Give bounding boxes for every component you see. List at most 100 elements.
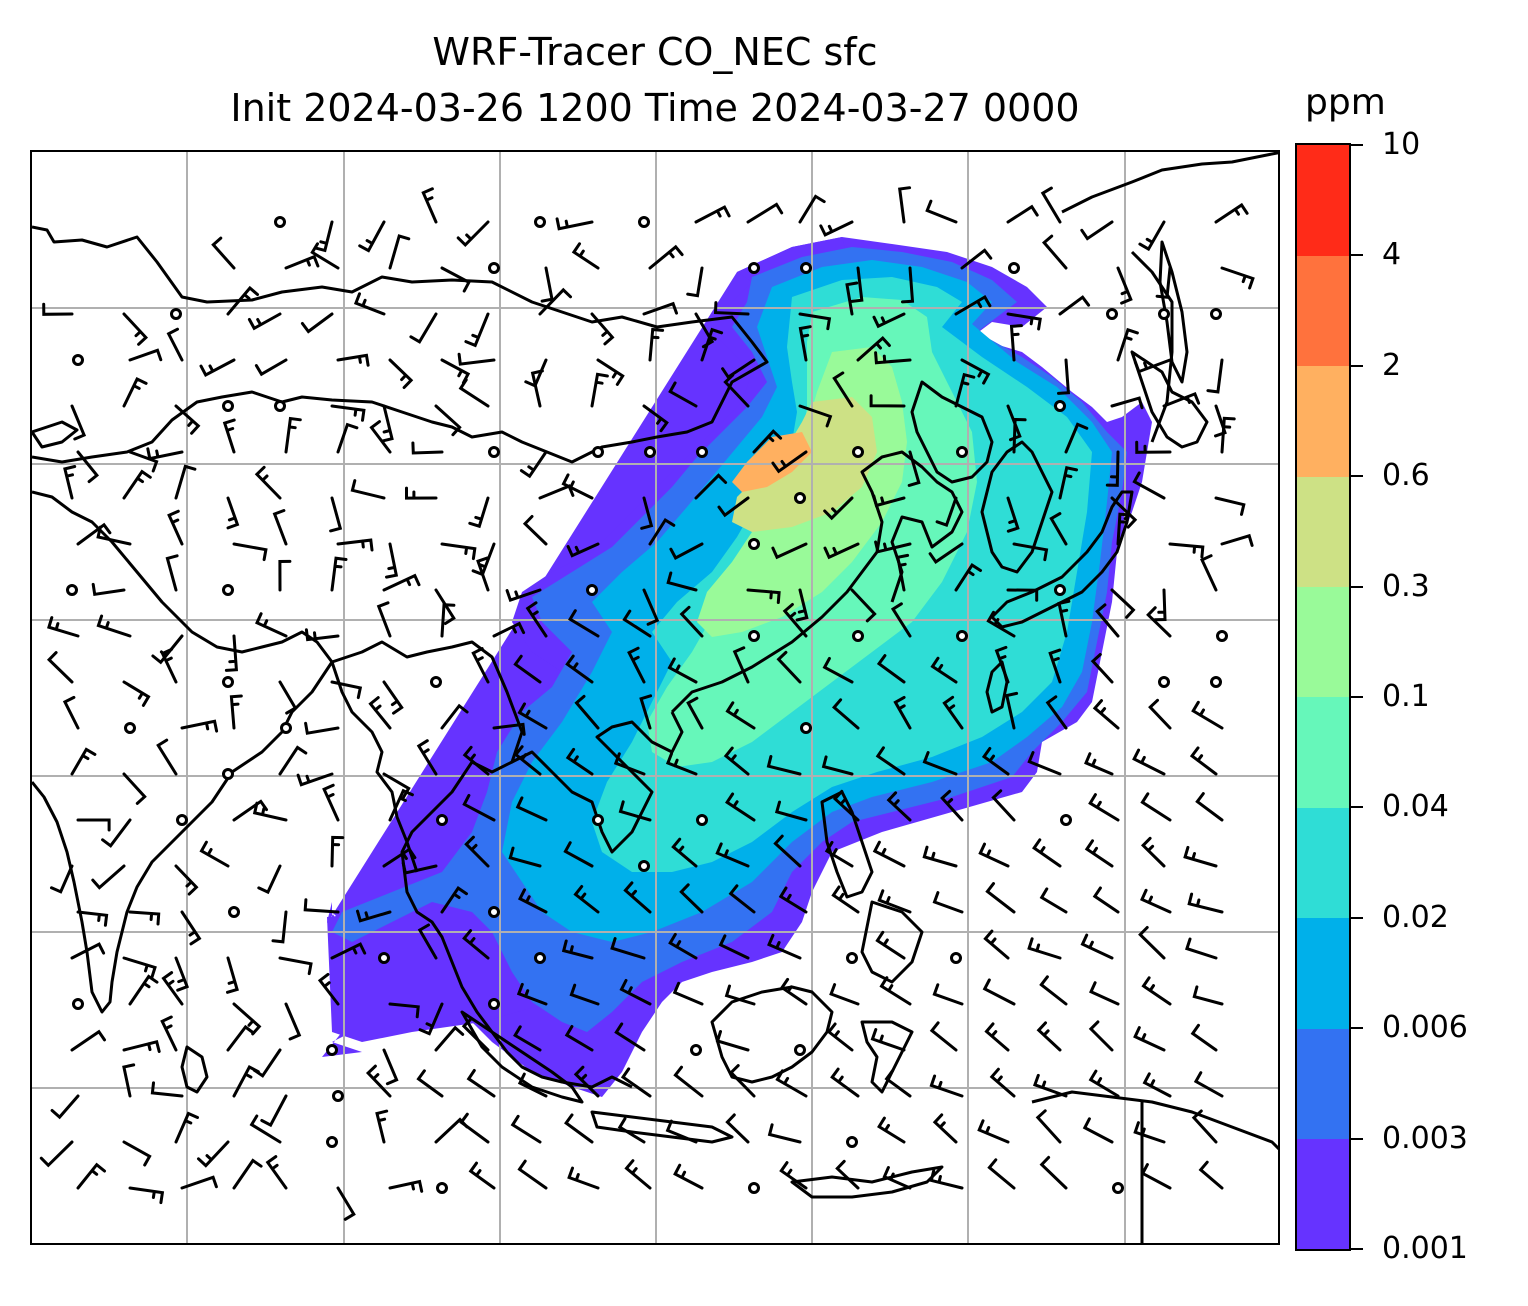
korea-coast <box>980 440 1054 574</box>
wind-barb <box>257 864 282 895</box>
wind-barb <box>700 327 724 362</box>
wind-barb <box>1057 358 1071 395</box>
colorbar-segment <box>1297 476 1349 588</box>
wind-barb <box>122 312 149 346</box>
wind-barb <box>1191 1109 1218 1144</box>
wind-barb <box>819 220 854 237</box>
wind-barb <box>823 542 860 560</box>
wind-barb <box>517 888 548 914</box>
wind-barb <box>1005 691 1019 730</box>
wind-barb <box>278 956 313 976</box>
wind-barb <box>875 930 906 960</box>
wind-barb <box>994 645 1010 684</box>
wind-barb <box>167 509 184 546</box>
wind-barb <box>831 698 860 730</box>
wind-barb <box>76 818 111 832</box>
wind-barb <box>822 657 854 684</box>
wind-barb <box>122 956 157 979</box>
wind-barb <box>771 450 808 474</box>
wind-barb <box>623 881 652 914</box>
wind-barb <box>778 886 808 914</box>
wind-barb <box>382 772 411 799</box>
calm-marker <box>326 1044 338 1056</box>
colorbar-segment <box>1297 365 1349 477</box>
colorbar-segment <box>1297 1138 1349 1250</box>
wind-barb <box>798 312 832 331</box>
calm-marker <box>690 1044 702 1056</box>
colorbar-tick <box>1351 144 1363 146</box>
co-tracer-plume <box>322 237 1152 1097</box>
wind-barb <box>1220 533 1254 547</box>
wind-barb <box>174 464 197 500</box>
wind-barb <box>1012 417 1027 454</box>
calm-marker <box>488 262 500 274</box>
wind-barb <box>1189 746 1218 776</box>
wind-barb <box>1133 358 1172 374</box>
wind-barb <box>388 788 414 822</box>
wind-barb <box>874 540 912 554</box>
wind-barb <box>942 695 964 730</box>
wind-barb <box>174 1111 199 1144</box>
colorbar-tick-label: 0.04 <box>1382 789 1449 825</box>
wind-barb <box>779 1161 808 1190</box>
wind-barb <box>128 1186 165 1205</box>
wind-barb <box>642 404 669 433</box>
wind-barb <box>1153 588 1167 622</box>
map-panel[interactable] <box>30 150 1280 1245</box>
wind-barb <box>1155 266 1172 299</box>
wind-barb <box>723 746 750 776</box>
wind-barb <box>180 1175 218 1190</box>
wind-barb <box>991 789 1016 822</box>
philippines-luzon <box>820 790 874 899</box>
wind-barb <box>160 647 178 684</box>
calm-marker <box>430 676 442 688</box>
wind-barb <box>375 1109 389 1144</box>
wind-barb <box>150 1081 184 1098</box>
wind-barb <box>773 834 802 868</box>
map-title: WRF-Tracer CO_NEC sfc <box>432 30 878 74</box>
wind-barb <box>561 939 594 960</box>
calm-marker <box>436 1182 448 1194</box>
wind-barb <box>462 929 490 960</box>
philippines-south <box>860 900 924 984</box>
colorbar-tick <box>1351 916 1363 919</box>
wind-barb <box>517 1159 548 1190</box>
wind-barb <box>1214 496 1246 516</box>
wind-barb <box>409 312 438 344</box>
wind-barb <box>669 542 704 561</box>
wind-barb <box>515 796 548 822</box>
wind-barb <box>440 703 469 730</box>
indochina-coast <box>511 711 684 854</box>
wind-barb <box>278 680 298 715</box>
wind-barb <box>940 789 964 822</box>
wind-barb <box>571 242 600 270</box>
calm-marker <box>488 906 500 918</box>
wind-barb <box>388 1179 424 1193</box>
wind-barb <box>468 1161 496 1190</box>
wind-barb <box>648 244 684 270</box>
wind-barb <box>510 1114 542 1144</box>
calm-marker <box>852 446 864 458</box>
wind-barb <box>907 450 921 487</box>
wind-barb <box>561 473 594 500</box>
wind-barb <box>872 494 906 508</box>
wind-barb <box>932 983 964 1006</box>
calm-marker <box>1054 584 1066 596</box>
wind-barb <box>668 932 698 960</box>
wind-barb <box>330 404 366 422</box>
calm-marker <box>170 308 182 320</box>
wind-barb <box>725 1113 750 1144</box>
wind-barb <box>1192 985 1224 1006</box>
wind-barb <box>640 496 654 530</box>
wind-barb <box>492 621 526 638</box>
wind-barb <box>564 1113 594 1144</box>
wind-barb <box>555 217 594 231</box>
wind-barb <box>721 358 756 380</box>
calm-marker <box>794 492 806 504</box>
wind-barb <box>717 496 750 518</box>
wind-barb <box>1088 793 1120 822</box>
wind-barb <box>1080 220 1114 241</box>
wind-barb <box>462 745 490 776</box>
calm-marker <box>794 1044 806 1056</box>
colorbar-segment <box>1297 697 1349 808</box>
